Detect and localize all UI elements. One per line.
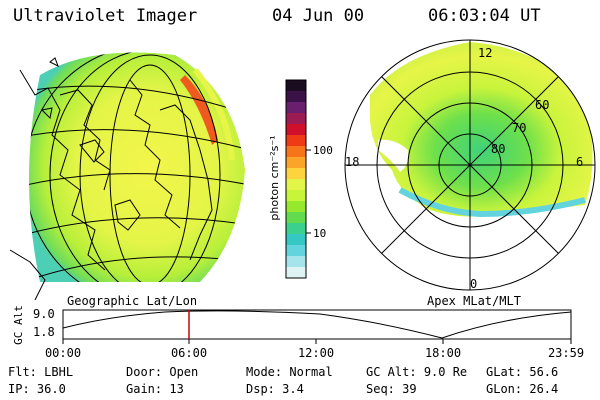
xticklabel-0600: 06:00 (171, 346, 207, 360)
mlt-label-12: 12 (478, 46, 492, 60)
status-seq-value: 39 (402, 382, 417, 396)
mlt-label-6: 6 (576, 155, 583, 169)
colorbar-cell (286, 91, 306, 103)
colorbar-cell (286, 256, 306, 268)
colorbar-cell (286, 80, 306, 92)
status-dsp: Dsp: 3.4 (246, 383, 304, 395)
status-door-key: Door: (126, 365, 163, 379)
status-gcalt: GC Alt: 9.0 Re (366, 366, 467, 378)
header-time: 06:03:04 UT (428, 6, 541, 26)
status-glon: GLon: 26.4 (486, 383, 558, 395)
colorbar-cell (286, 201, 306, 213)
status-gcalt-key: GC Alt: (366, 365, 417, 379)
status-mode-key: Mode: (246, 365, 283, 379)
status-glat-key: GLat: (486, 365, 523, 379)
colorbar-cell (286, 168, 306, 180)
status-gain-key: Gain: (126, 382, 163, 396)
polar-edge-cyan (398, 187, 586, 218)
status-glon-key: GLon: (486, 382, 523, 396)
colorbar-cell (286, 146, 306, 158)
altitude-frame (62, 309, 572, 340)
colorbar-cell (286, 245, 306, 257)
colorbar-frame (285, 79, 307, 279)
status-seq-key: Seq: (366, 382, 395, 396)
status-flt: Flt: LBHL (8, 366, 73, 378)
polar-map-caption: Apex MLat/MLT (427, 294, 521, 308)
geo-emission (29, 52, 245, 282)
colorbar-ticklabel-100: 100 (313, 144, 333, 157)
status-flt-value: LBHL (44, 365, 74, 379)
geo-bright-limb (180, 75, 218, 145)
colorbar-label: photon cm⁻²s⁻¹ (268, 135, 281, 220)
colorbar-cell (286, 212, 306, 224)
lat-label-80: 80 (491, 142, 505, 156)
instrument-title: Ultraviolet Imager (13, 6, 198, 26)
geo-map (9, 52, 245, 301)
status-flt-key: Flt: (8, 365, 37, 379)
lat-label-60: 60 (535, 98, 549, 112)
colorbar-cell (286, 179, 306, 191)
xticklabel-1200: 12:00 (298, 346, 334, 360)
colorbar-cell (286, 102, 306, 114)
polar-grid (344, 39, 596, 291)
colorbar-cell (286, 135, 306, 147)
status-dsp-value: 3.4 (282, 382, 304, 396)
colorbar-ticklabel-10: 10 (313, 227, 326, 240)
xticklabel-1800: 18:00 (425, 346, 461, 360)
status-door: Door: Open (126, 366, 198, 378)
colorbar-cell (286, 234, 306, 246)
mlt-label-18: 18 (345, 155, 359, 169)
status-seq: Seq: 39 (366, 383, 417, 395)
lat-label-70: 70 (512, 121, 526, 135)
status-mode-value: Normal (289, 365, 333, 379)
altitude-ymin: 1.8 (33, 325, 55, 339)
geo-coastlines (9, 57, 213, 301)
colorbar-cell (286, 190, 306, 202)
status-gain: Gain: 13 (126, 383, 184, 395)
colorbar-cell (286, 124, 306, 136)
status-glat-value: 56.6 (529, 365, 559, 379)
status-mode: Mode: Normal (246, 366, 333, 378)
colorbar-cell (286, 113, 306, 125)
xticklabel-0000: 00:00 (45, 346, 81, 360)
altitude-ymax: 9.0 (33, 307, 55, 321)
polar-map: 12 18 6 0 60 70 80 (344, 39, 596, 291)
status-door-value: Open (169, 365, 199, 379)
xticklabel-2359: 23:59 (548, 346, 584, 360)
geo-limb-edge (192, 68, 235, 161)
colorbar: 100 10 photon cm⁻²s⁻¹ (268, 79, 333, 279)
colorbar-cell (286, 267, 306, 279)
status-gain-value: 13 (169, 382, 184, 396)
polar-oval-gap (378, 139, 409, 172)
mlt-label-0: 0 (470, 277, 477, 291)
altitude-trace (62, 310, 572, 339)
status-ip: IP: 36.0 (8, 383, 66, 395)
status-glon-value: 26.4 (529, 382, 559, 396)
colorbar-cell (286, 223, 306, 235)
geo-map-caption: Geographic Lat/Lon (67, 294, 197, 308)
polar-emission (370, 42, 593, 217)
status-dsp-key: Dsp: (246, 382, 275, 396)
altitude-strip: 9.0 1.8 GC Alt 00:00 06:00 12:00 18:00 2… (12, 305, 584, 360)
status-gcalt-value: 9.0 Re (423, 365, 468, 379)
header-date: 04 Jun 00 (272, 6, 365, 26)
altitude-ylabel: GC Alt (12, 305, 25, 345)
status-ip-key: IP: (8, 382, 30, 396)
status-ip-value: 36.0 (36, 382, 66, 396)
status-glat: GLat: 56.6 (486, 366, 558, 378)
colorbar-cell (286, 157, 306, 169)
